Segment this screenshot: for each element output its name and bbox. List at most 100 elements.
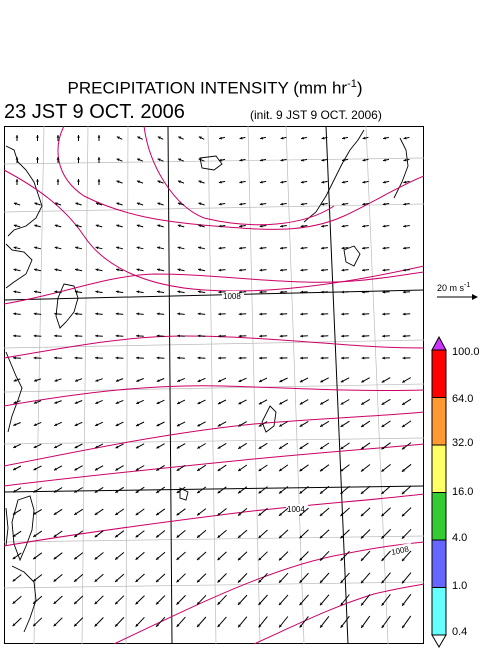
wind-vector [95, 334, 103, 338]
wind-vector [300, 356, 308, 360]
wind-vector [115, 334, 124, 338]
island-taiwan [11, 495, 35, 562]
wind-vector [156, 268, 165, 272]
wind-vector [97, 157, 101, 163]
wind-vector [340, 485, 350, 495]
wind-vector [36, 135, 39, 141]
wind-vector [340, 594, 350, 606]
wind-vector [136, 290, 144, 294]
wind-vector [94, 595, 104, 605]
wind-vector [177, 268, 185, 272]
colorbar-segment [431, 349, 447, 398]
wind-vector [381, 615, 391, 629]
wind-vector [197, 356, 206, 360]
lon-line [81, 126, 89, 644]
wind-vector [94, 443, 104, 449]
wind-vector [115, 356, 124, 360]
wind-vector [77, 157, 80, 163]
wind-vector [300, 268, 308, 272]
wind-vector [237, 529, 248, 539]
wind-vector [15, 157, 19, 163]
isobar [4, 411, 424, 467]
wind-vector [12, 508, 22, 516]
wind-vector [320, 356, 329, 360]
wind-vector [13, 422, 21, 426]
wind-vector [197, 268, 206, 272]
colorbar-label: 16.0 [452, 486, 474, 498]
wind-vector [176, 399, 186, 405]
wind-scale-arrow [437, 294, 478, 300]
wind-vector [280, 136, 287, 140]
wind-vector [341, 202, 349, 206]
coastlines [5, 129, 409, 633]
wind-vector [94, 530, 104, 538]
wind-vector [381, 550, 391, 562]
wind-vector [54, 224, 62, 228]
lon-line [247, 126, 261, 644]
wind-vector [280, 246, 287, 250]
wind-vector [259, 268, 267, 272]
wind-vector [299, 572, 309, 584]
isobar [143, 126, 335, 226]
wind-vector [362, 158, 369, 162]
wind-vector [340, 442, 350, 450]
wind-vector [258, 507, 268, 517]
wind-vector [401, 420, 412, 428]
wind-vector [300, 180, 308, 184]
wind-vector [340, 550, 350, 562]
wind-vector [360, 442, 371, 450]
wind-vector [135, 486, 145, 494]
wind-vector [196, 486, 207, 494]
wind-vector [278, 421, 289, 427]
wind-vector [53, 487, 63, 493]
wind-vector [13, 400, 21, 404]
wind-vector [75, 202, 82, 206]
wind-vector [95, 224, 103, 228]
wind-vector [278, 442, 289, 450]
wind-vector [362, 136, 369, 140]
wind-vector [114, 508, 125, 516]
wind-vector [238, 268, 247, 272]
wind-vector [340, 572, 350, 584]
lat-line [4, 581, 424, 589]
wind-vector [381, 398, 391, 406]
wind-vector [258, 421, 268, 427]
wind-vector [73, 552, 84, 560]
wind-vector [156, 421, 165, 427]
wind-vector [403, 246, 410, 250]
wind-vector [36, 179, 39, 185]
wind-vector [33, 290, 42, 294]
wind-vector [300, 224, 308, 228]
wind-vector [217, 551, 227, 561]
wind-vector [341, 334, 349, 338]
wind-vector [238, 421, 247, 427]
wind-vector [217, 442, 227, 450]
wind-vector [217, 529, 227, 539]
wind-vector [279, 334, 288, 338]
wind-vector [13, 224, 21, 228]
wind-vector [73, 530, 84, 538]
isobar [4, 169, 424, 292]
wind-vector [361, 356, 370, 360]
wind-vector [32, 617, 43, 627]
wind-vector [75, 224, 82, 228]
wind-vector [56, 135, 60, 141]
wind-vector [95, 399, 103, 405]
wind-vector [53, 595, 63, 605]
wind-vector [176, 616, 186, 628]
wind-vector [402, 268, 411, 272]
wind-vector [33, 356, 42, 360]
wind-vector [258, 594, 268, 606]
wind-vector [402, 356, 411, 360]
wind-vector [115, 486, 124, 494]
wind-vector [299, 486, 309, 494]
wind-vector [319, 464, 330, 472]
wind-vector [155, 508, 166, 516]
wind-vector [237, 464, 248, 472]
wind-vector [340, 615, 350, 629]
wind-vector [238, 356, 247, 360]
wind-vector [341, 246, 349, 250]
wind-vector [319, 485, 330, 495]
wind-vector [320, 312, 329, 316]
wind-vector [156, 464, 165, 472]
